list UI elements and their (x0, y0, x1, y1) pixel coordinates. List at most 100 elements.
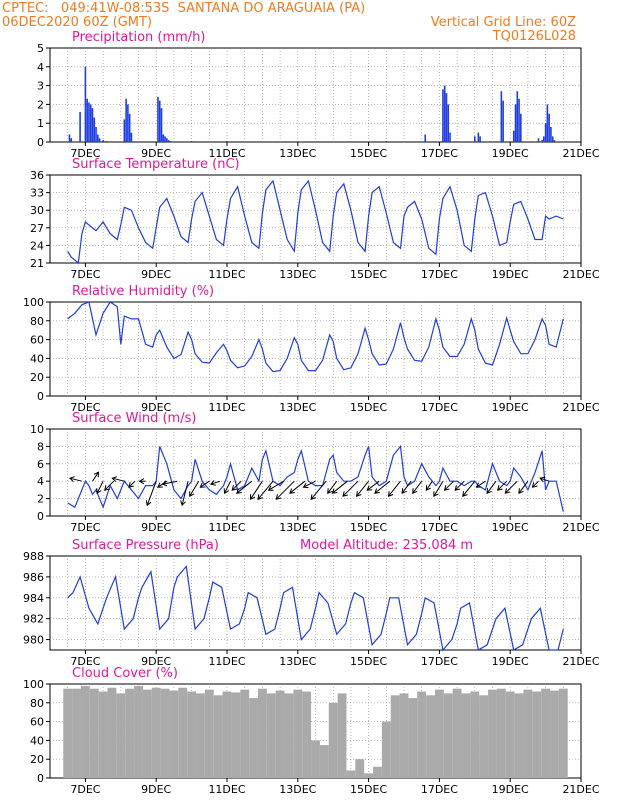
wind-vector (200, 480, 210, 488)
panel-6-xtick-label: 7DEC (70, 783, 100, 796)
cloud-bar (479, 695, 489, 778)
wind-vector-head (189, 491, 195, 498)
wind-vector-head (387, 491, 394, 497)
panel-1-xtick-label: 11DEC (208, 147, 245, 160)
cloud-bar (196, 693, 205, 778)
precip-bar (157, 96, 159, 142)
precip-bar (89, 104, 92, 142)
panel-2-xtick-label: 15DEC (350, 268, 387, 281)
panel-4-xtick-label: 19DEC (492, 521, 529, 534)
precip-bar (102, 140, 104, 142)
panel-5-title: Surface Pressure (hPa) (72, 538, 219, 553)
wind-vector (433, 480, 444, 497)
wind-vector-head (355, 491, 362, 497)
cloud-bar (390, 695, 400, 778)
precip-bar (445, 93, 448, 142)
precip-bar (158, 100, 161, 142)
wind-vector (257, 480, 274, 500)
wind-vector (310, 480, 327, 500)
cloud-bar (187, 691, 197, 778)
cloud-bar (257, 688, 267, 778)
wind-vector-head (231, 485, 238, 491)
wind-vector (412, 480, 423, 494)
panel-2-ytick-label: 24 (30, 239, 44, 252)
wind-vector (497, 480, 508, 491)
wind-vector (486, 480, 497, 494)
cloud-bar (337, 693, 347, 778)
precip-bar (128, 113, 131, 142)
wind-vector (327, 480, 338, 494)
precip-bar (84, 66, 87, 142)
panel-2-xtick-label: 9DEC (141, 268, 171, 281)
wind-vector-head (412, 488, 418, 494)
wind-vector-head (249, 494, 256, 501)
wind-vector-head (462, 491, 468, 497)
precip-bar (548, 113, 550, 142)
panel-3-xtick-label: 19DEC (492, 401, 529, 414)
cloud-bar (541, 688, 551, 778)
wind-vector (162, 480, 178, 485)
panel-4-frame (49, 428, 582, 517)
cloud-bar (204, 689, 214, 778)
panel-5-xtick-label: 9DEC (141, 655, 171, 668)
wind-vector-head (104, 485, 110, 491)
cloud-bar (532, 691, 542, 778)
cloud-bar (346, 770, 356, 778)
cloud-bar (514, 693, 524, 778)
panel-5-xtick-label: 19DEC (492, 655, 529, 668)
panel-1-ytick-label: 3 (37, 80, 44, 93)
header-station: CPTEC: 049:41W-08:53S SANTANA DO ARAGUAI… (2, 1, 366, 16)
wind-vector (92, 471, 99, 482)
cloud-bar (470, 691, 480, 778)
panel-6-ytick-label: 100 (23, 678, 44, 691)
precip-bar (479, 136, 481, 142)
wind-vector-head (401, 488, 407, 494)
cloud-bar (452, 688, 462, 778)
header-date: 06DEC2020 60Z (GMT) (2, 15, 153, 30)
panel-6-xtick-label: 11DEC (208, 783, 245, 796)
wind-vector (462, 480, 476, 497)
cloud-bar (293, 689, 303, 778)
cloud-bar (222, 691, 232, 778)
panel-4-ytick-label: 8 (37, 440, 44, 453)
panel-6-xtick-label: 15DEC (350, 783, 387, 796)
cloud-bar (275, 690, 285, 778)
precip-bar (442, 89, 444, 142)
wind-vector (69, 477, 82, 482)
cloud-bar (125, 688, 135, 778)
precip-bar (300, 141, 303, 142)
panel-5-ytick-label: 982 (23, 613, 44, 626)
wind-vector (210, 480, 221, 485)
cloud-bar (523, 689, 533, 778)
cloud-bar (72, 688, 81, 778)
wind-vector-head (236, 488, 242, 494)
cloud-bar (488, 689, 497, 778)
precip-bar (551, 136, 554, 142)
panel-1-xtick-label: 9DEC (141, 147, 171, 160)
panel-1-ytick-label: 0 (37, 136, 44, 149)
panel-5-ytick-label: 986 (23, 571, 44, 584)
precip-bar (516, 91, 519, 142)
precip-bar (553, 140, 556, 142)
wind-vector-head (486, 488, 492, 494)
wind-vector (189, 480, 200, 497)
precip-bar (93, 117, 96, 142)
panel-5-series-line (67, 564, 564, 652)
panel-3-xtick-label: 7DEC (70, 401, 100, 414)
wind-vector (518, 480, 529, 494)
wind-vector-head (96, 488, 102, 495)
cloud-bar (107, 687, 117, 778)
cloud-bar (302, 691, 312, 778)
wind-vector (146, 481, 157, 506)
wind-vector (532, 480, 539, 488)
precip-bar (98, 138, 101, 142)
panel-4-title: Surface Wind (m/s) (72, 411, 196, 426)
precip-bar (474, 136, 476, 142)
cloud-bar (328, 702, 338, 778)
precip-bar (502, 100, 504, 142)
wind-vector-head (331, 488, 338, 494)
wind-vector-head (275, 494, 282, 500)
panel-1-xtick-label: 15DEC (350, 147, 387, 160)
wind-vector-head (342, 491, 348, 497)
